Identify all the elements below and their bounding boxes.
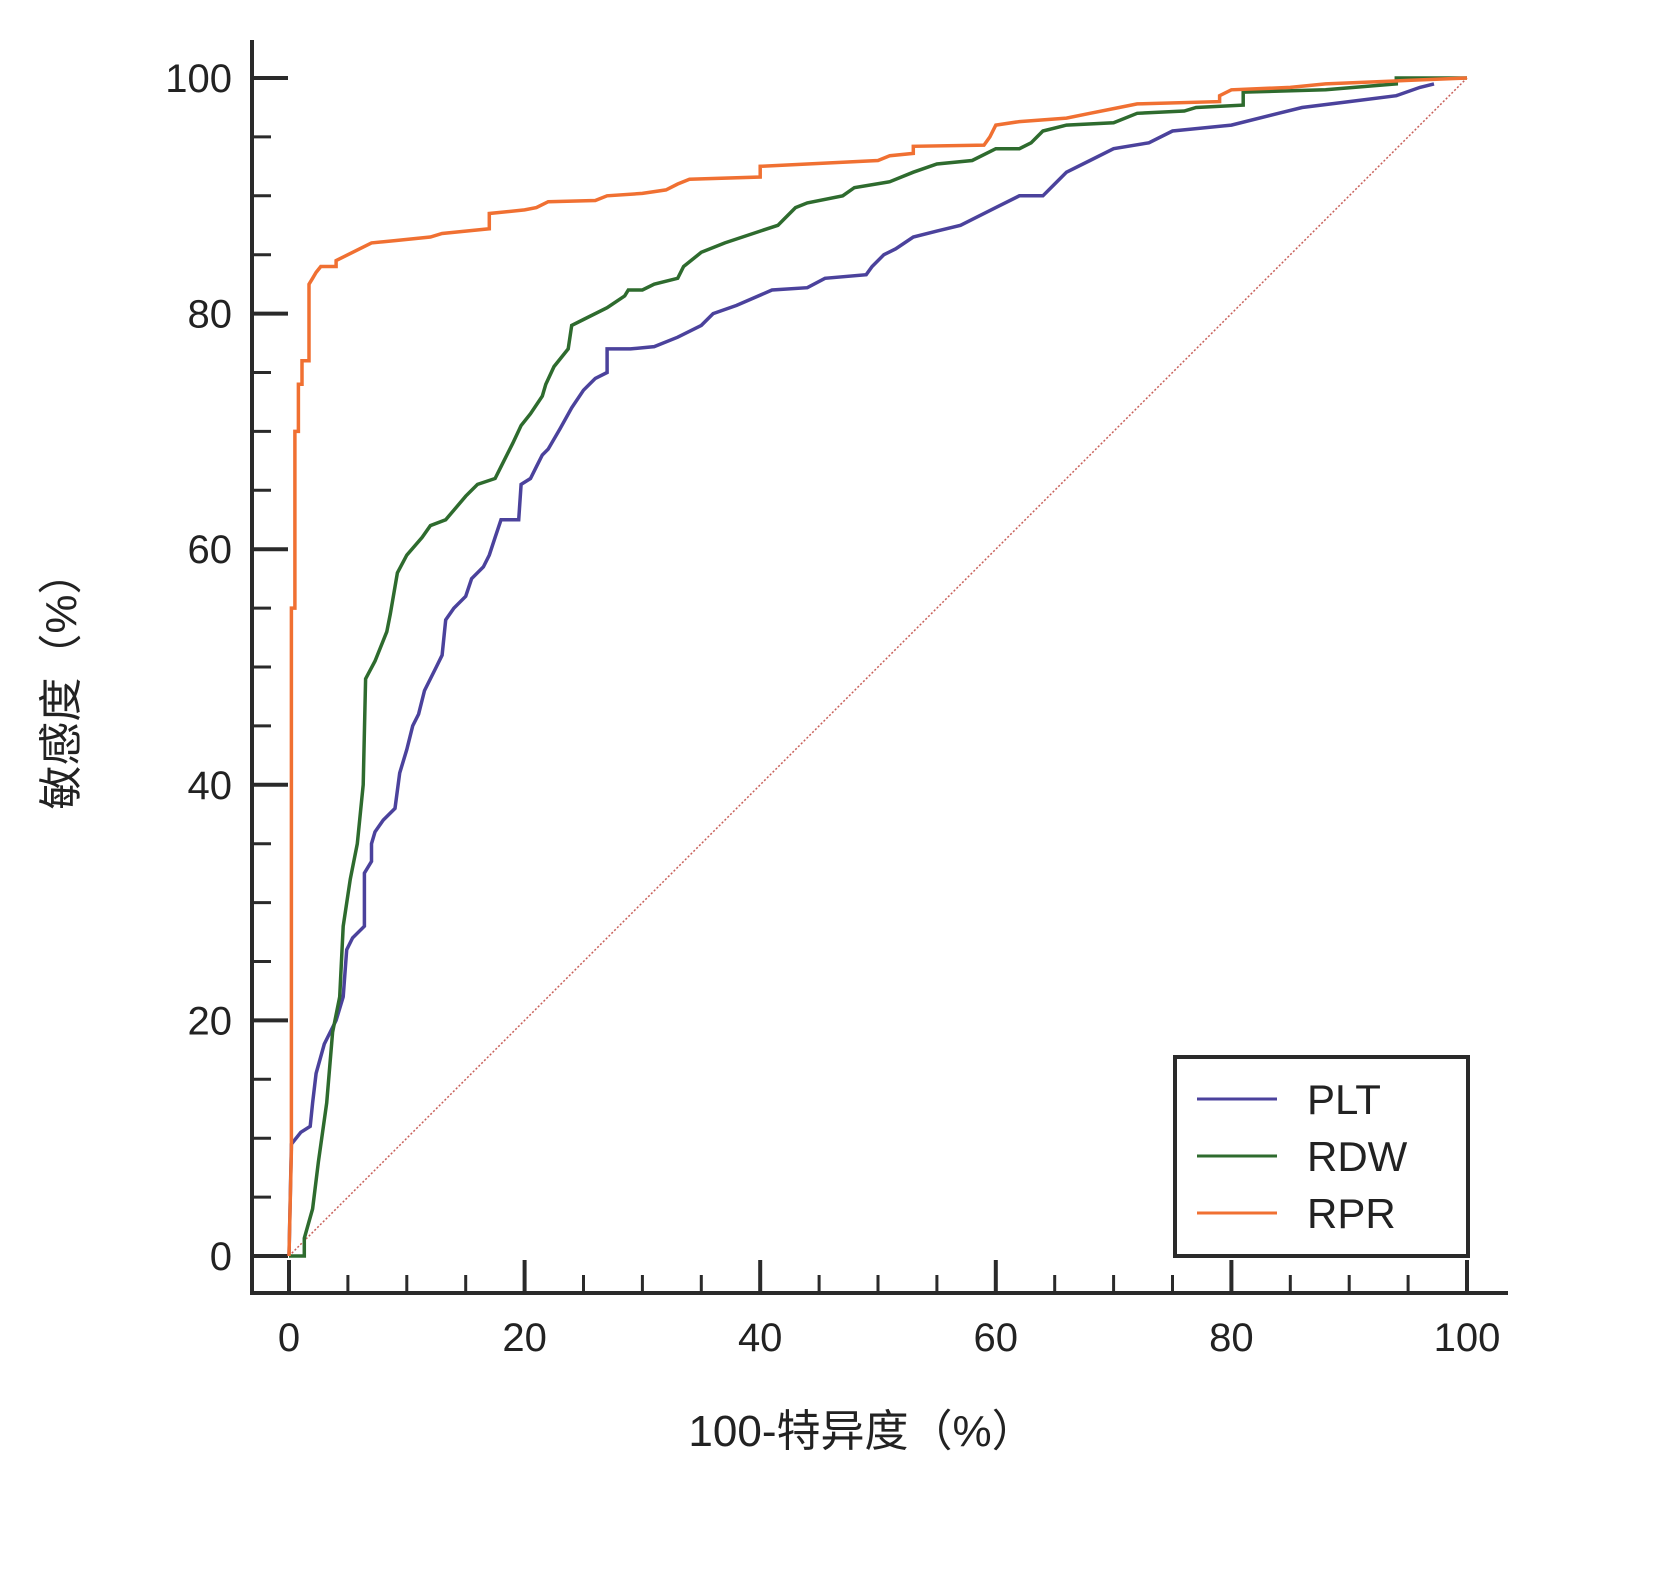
x-tick-label: 80 xyxy=(1209,1316,1254,1360)
y-tick-label: 80 xyxy=(188,293,233,337)
legend-label-rdw: RDW xyxy=(1307,1133,1408,1180)
legend-label-rpr: RPR xyxy=(1307,1190,1396,1237)
x-axis-title: 100-特异度（%） xyxy=(688,1407,1035,1456)
x-tick-label: 100 xyxy=(1434,1316,1501,1360)
ticks: 0 20 40 60 80 100 0 20 40 60 80 100 xyxy=(165,57,1500,1360)
series-lines xyxy=(287,76,1468,1258)
legend-label-plt: PLT xyxy=(1307,1076,1381,1123)
series-line-plt xyxy=(287,82,1435,1257)
x-tick-label: 40 xyxy=(738,1316,783,1360)
y-tick-label: 40 xyxy=(188,764,233,808)
y-tick-label: 60 xyxy=(188,528,233,572)
diagonal-reference-line xyxy=(288,77,1468,1257)
legend: PLT RDW RPR xyxy=(1173,1055,1470,1258)
reference-line xyxy=(288,77,1468,1257)
series-line-rdw xyxy=(289,76,1467,1258)
y-tick-label: 20 xyxy=(188,999,233,1043)
x-tick-label: 20 xyxy=(502,1316,547,1360)
x-tick-label: 0 xyxy=(278,1316,300,1360)
y-tick-label: 0 xyxy=(210,1235,232,1279)
y-tick-label: 100 xyxy=(165,57,232,101)
x-tick-label: 60 xyxy=(974,1316,1019,1360)
series-line-rpr xyxy=(287,76,1468,1257)
y-axis-title: 敏感度（%） xyxy=(37,550,86,809)
